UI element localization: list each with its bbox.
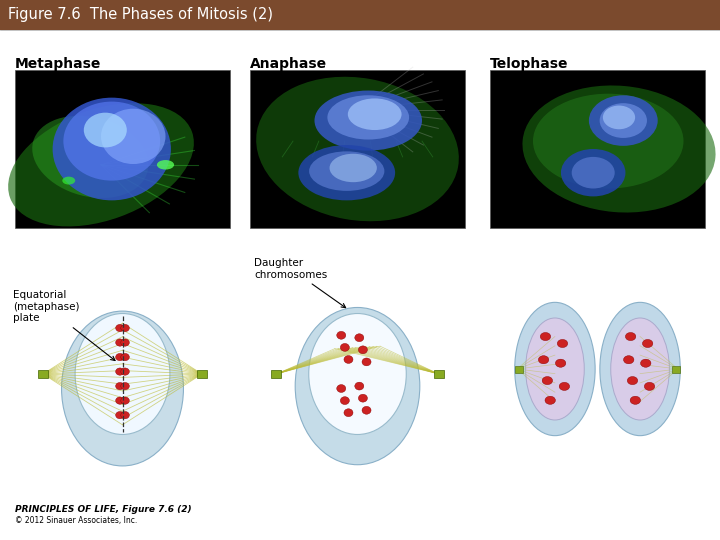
Ellipse shape — [116, 382, 125, 390]
Text: PRINCIPLES OF LIFE, Figure 7.6 (2): PRINCIPLES OF LIFE, Figure 7.6 (2) — [15, 505, 192, 514]
Ellipse shape — [121, 354, 130, 361]
Text: Equatorial
(metaphase)
plate: Equatorial (metaphase) plate — [13, 290, 115, 361]
Ellipse shape — [355, 382, 364, 390]
Ellipse shape — [627, 376, 638, 384]
Text: Telophase: Telophase — [490, 57, 569, 71]
Ellipse shape — [626, 333, 636, 341]
Text: Anaphase: Anaphase — [250, 57, 327, 71]
Ellipse shape — [121, 397, 130, 404]
Ellipse shape — [121, 382, 130, 390]
Ellipse shape — [116, 325, 125, 332]
Ellipse shape — [545, 396, 555, 404]
Ellipse shape — [116, 354, 125, 361]
Ellipse shape — [116, 368, 125, 375]
Ellipse shape — [309, 314, 406, 435]
Ellipse shape — [555, 359, 566, 367]
Bar — [0, 0, 720, 30]
Ellipse shape — [624, 356, 634, 364]
Ellipse shape — [121, 368, 130, 375]
Ellipse shape — [359, 394, 367, 402]
Ellipse shape — [362, 407, 371, 414]
Ellipse shape — [600, 103, 647, 138]
Ellipse shape — [157, 160, 174, 170]
Ellipse shape — [121, 325, 130, 332]
Ellipse shape — [32, 116, 148, 198]
Ellipse shape — [630, 396, 641, 404]
Ellipse shape — [121, 411, 130, 418]
Ellipse shape — [561, 149, 626, 197]
Ellipse shape — [557, 340, 567, 348]
Ellipse shape — [8, 103, 194, 226]
Ellipse shape — [515, 302, 595, 436]
Bar — [271, 370, 282, 378]
Ellipse shape — [559, 382, 570, 390]
Bar — [433, 370, 444, 378]
Ellipse shape — [330, 154, 377, 182]
Ellipse shape — [328, 95, 409, 139]
Ellipse shape — [611, 318, 670, 420]
Bar — [515, 366, 523, 373]
Ellipse shape — [116, 411, 125, 418]
Ellipse shape — [523, 85, 716, 213]
Ellipse shape — [337, 384, 346, 393]
Ellipse shape — [116, 339, 125, 346]
Ellipse shape — [344, 355, 353, 363]
Ellipse shape — [362, 358, 371, 366]
Bar — [490, 70, 705, 228]
Bar — [15, 70, 230, 228]
Ellipse shape — [542, 376, 552, 384]
Ellipse shape — [533, 94, 683, 188]
Ellipse shape — [641, 359, 651, 367]
Ellipse shape — [572, 157, 615, 188]
Ellipse shape — [121, 339, 130, 346]
Bar — [250, 70, 465, 228]
Bar — [197, 370, 207, 378]
Text: Metaphase: Metaphase — [15, 57, 102, 71]
Text: © 2012 Sinauer Associates, Inc.: © 2012 Sinauer Associates, Inc. — [15, 516, 138, 525]
Ellipse shape — [315, 91, 422, 151]
Ellipse shape — [116, 397, 125, 404]
Ellipse shape — [298, 145, 395, 200]
Ellipse shape — [295, 307, 420, 465]
Ellipse shape — [539, 356, 549, 364]
Ellipse shape — [63, 177, 75, 185]
Ellipse shape — [75, 314, 170, 435]
Ellipse shape — [526, 318, 584, 420]
Ellipse shape — [63, 102, 160, 180]
Ellipse shape — [642, 340, 653, 348]
Ellipse shape — [589, 95, 657, 146]
Text: Daughter
chromosomes: Daughter chromosomes — [254, 258, 346, 308]
Ellipse shape — [644, 382, 654, 390]
Bar — [38, 370, 48, 378]
Text: Figure 7.6  The Phases of Mitosis (2): Figure 7.6 The Phases of Mitosis (2) — [8, 8, 273, 23]
Ellipse shape — [256, 77, 459, 221]
Ellipse shape — [540, 333, 551, 341]
Ellipse shape — [355, 334, 364, 342]
Ellipse shape — [359, 346, 367, 354]
Ellipse shape — [341, 343, 349, 352]
Ellipse shape — [344, 409, 353, 417]
Bar — [672, 366, 680, 373]
Ellipse shape — [341, 397, 349, 404]
Ellipse shape — [603, 105, 635, 129]
Ellipse shape — [84, 113, 127, 147]
Ellipse shape — [101, 109, 166, 164]
Ellipse shape — [600, 302, 680, 436]
Ellipse shape — [53, 98, 171, 200]
Ellipse shape — [309, 151, 384, 191]
Ellipse shape — [348, 98, 402, 130]
Ellipse shape — [61, 311, 184, 466]
Ellipse shape — [337, 332, 346, 339]
